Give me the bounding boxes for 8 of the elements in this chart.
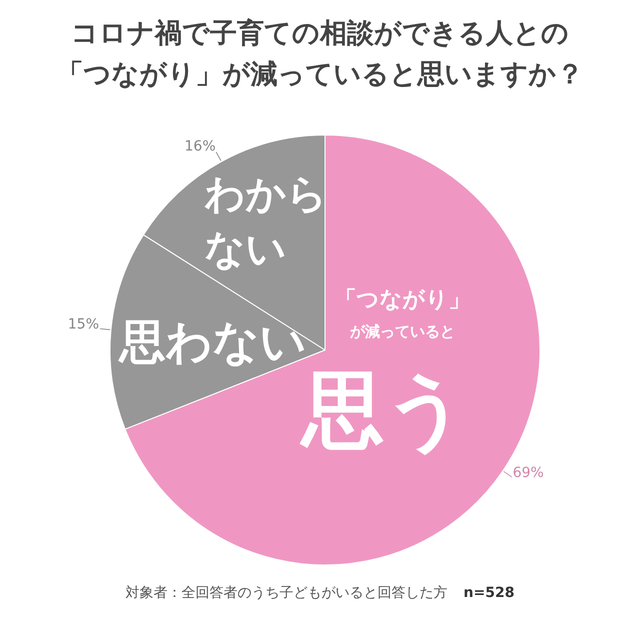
slice-label: 思わない bbox=[118, 314, 307, 369]
text: 対象者：全回答者のうち子どもがいると回答した方 bbox=[126, 584, 448, 603]
data-label: 15% bbox=[68, 316, 100, 332]
chart-title: コロナ禍で子育ての相談ができる人との「つながり」が減っていると思いますか？ bbox=[56, 18, 584, 90]
slice-label: わからない bbox=[204, 172, 328, 273]
data-label: 16% bbox=[184, 138, 216, 155]
text: n=528 bbox=[464, 584, 514, 603]
data-label: 69% bbox=[512, 465, 544, 482]
